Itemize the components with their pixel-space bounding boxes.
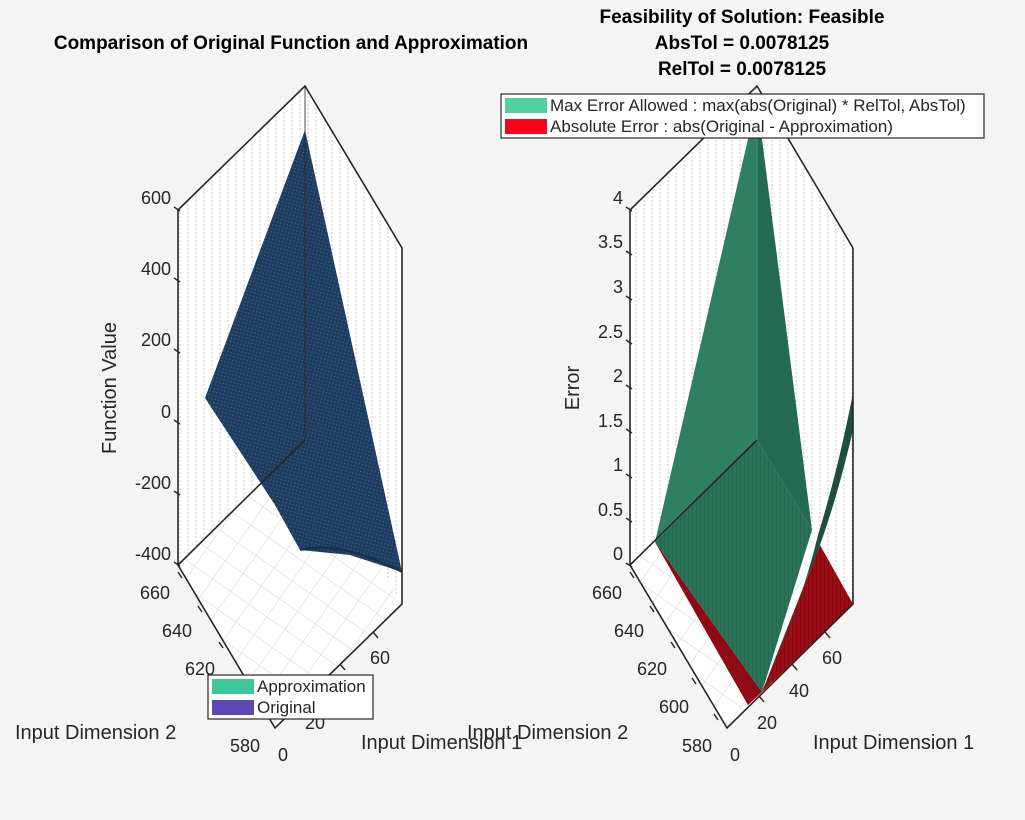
left-axes: Comparison of Original Function and Appr… <box>15 33 528 765</box>
right-y-label: Input Dimension 2 <box>467 722 628 744</box>
left-z-tick: -200 <box>135 473 171 493</box>
left-y-label: Input Dimension 2 <box>15 722 176 744</box>
right-z-tick: 1.5 <box>598 411 623 431</box>
legend-swatch-original <box>212 700 254 715</box>
legend-label: Absolute Error : abs(Original - Approxim… <box>550 117 893 136</box>
right-title-line1: Feasibility of Solution: Feasible <box>599 7 884 28</box>
right-z-tick: 3 <box>613 277 623 297</box>
right-x-tick: 40 <box>789 681 809 701</box>
left-z-tick: 0 <box>161 402 171 422</box>
right-z-label: Error <box>562 365 584 410</box>
right-x-tick: 0 <box>730 745 740 765</box>
legend-swatch-approximation <box>212 679 254 694</box>
right-surface-max-error-front <box>655 440 812 692</box>
legend-label: Approximation <box>257 677 366 696</box>
right-box-edges <box>629 84 854 730</box>
right-x-tick: 20 <box>757 713 777 733</box>
right-x-tick: 60 <box>822 648 842 668</box>
right-surface-max-error-left <box>655 100 757 542</box>
legend-label: Max Error Allowed : max(abs(Original) * … <box>550 96 966 115</box>
left-z-tick: -400 <box>135 544 171 564</box>
right-y-tick: 620 <box>637 659 667 679</box>
right-legend[interactable]: Max Error Allowed : max(abs(Original) * … <box>500 93 985 139</box>
right-z-tick: 1 <box>613 455 623 475</box>
right-axes: Feasibility of Solution: Feasible AbsTol… <box>467 7 985 765</box>
left-z-tick: 400 <box>141 259 171 279</box>
right-z-tick: 0 <box>613 544 623 564</box>
left-y-tick: 640 <box>162 621 192 641</box>
right-x-label: Input Dimension 1 <box>813 732 974 754</box>
legend-label: Original <box>257 698 316 717</box>
left-y-tick: 660 <box>140 583 170 603</box>
left-z-tick: 200 <box>141 330 171 350</box>
right-z-tick: 2.5 <box>598 322 623 342</box>
left-y-tick: 580 <box>230 736 260 756</box>
left-x-tick: 0 <box>278 745 288 765</box>
left-legend[interactable]: Approximation Original <box>207 674 374 720</box>
left-surface-original <box>205 130 402 572</box>
right-y-tick: 640 <box>614 621 644 641</box>
legend-swatch-abs-error <box>505 119 547 134</box>
right-surface-max-error-right <box>757 100 812 530</box>
right-z-tick: 4 <box>613 188 623 208</box>
right-title-line2: AbsTol = 0.0078125 <box>655 33 830 54</box>
right-z-tick: 0.5 <box>598 500 623 520</box>
legend-swatch-max-error <box>505 98 547 113</box>
left-title: Comparison of Original Function and Appr… <box>54 33 528 54</box>
left-x-tick: 60 <box>370 648 390 668</box>
left-z-tick: 600 <box>141 188 171 208</box>
right-y-tick: 580 <box>682 736 712 756</box>
right-z-tick: 3.5 <box>598 232 623 252</box>
left-x-label: Input Dimension 1 <box>361 732 522 754</box>
right-y-tick: 660 <box>592 583 622 603</box>
right-surface-abs-error <box>655 542 853 705</box>
right-title-line3: RelTol = 0.0078125 <box>658 59 827 80</box>
right-z-tick: 2 <box>613 366 623 386</box>
right-y-tick: 600 <box>659 697 689 717</box>
left-z-label: Function Value <box>99 322 121 454</box>
left-y-tick: 620 <box>185 659 215 679</box>
